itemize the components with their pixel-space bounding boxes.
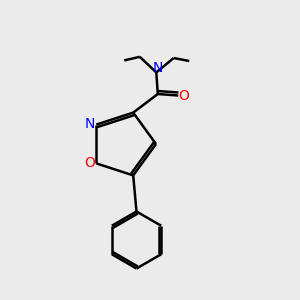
Text: O: O [84, 156, 95, 170]
Text: O: O [178, 88, 189, 103]
Text: N: N [152, 61, 163, 75]
Text: N: N [85, 117, 95, 131]
